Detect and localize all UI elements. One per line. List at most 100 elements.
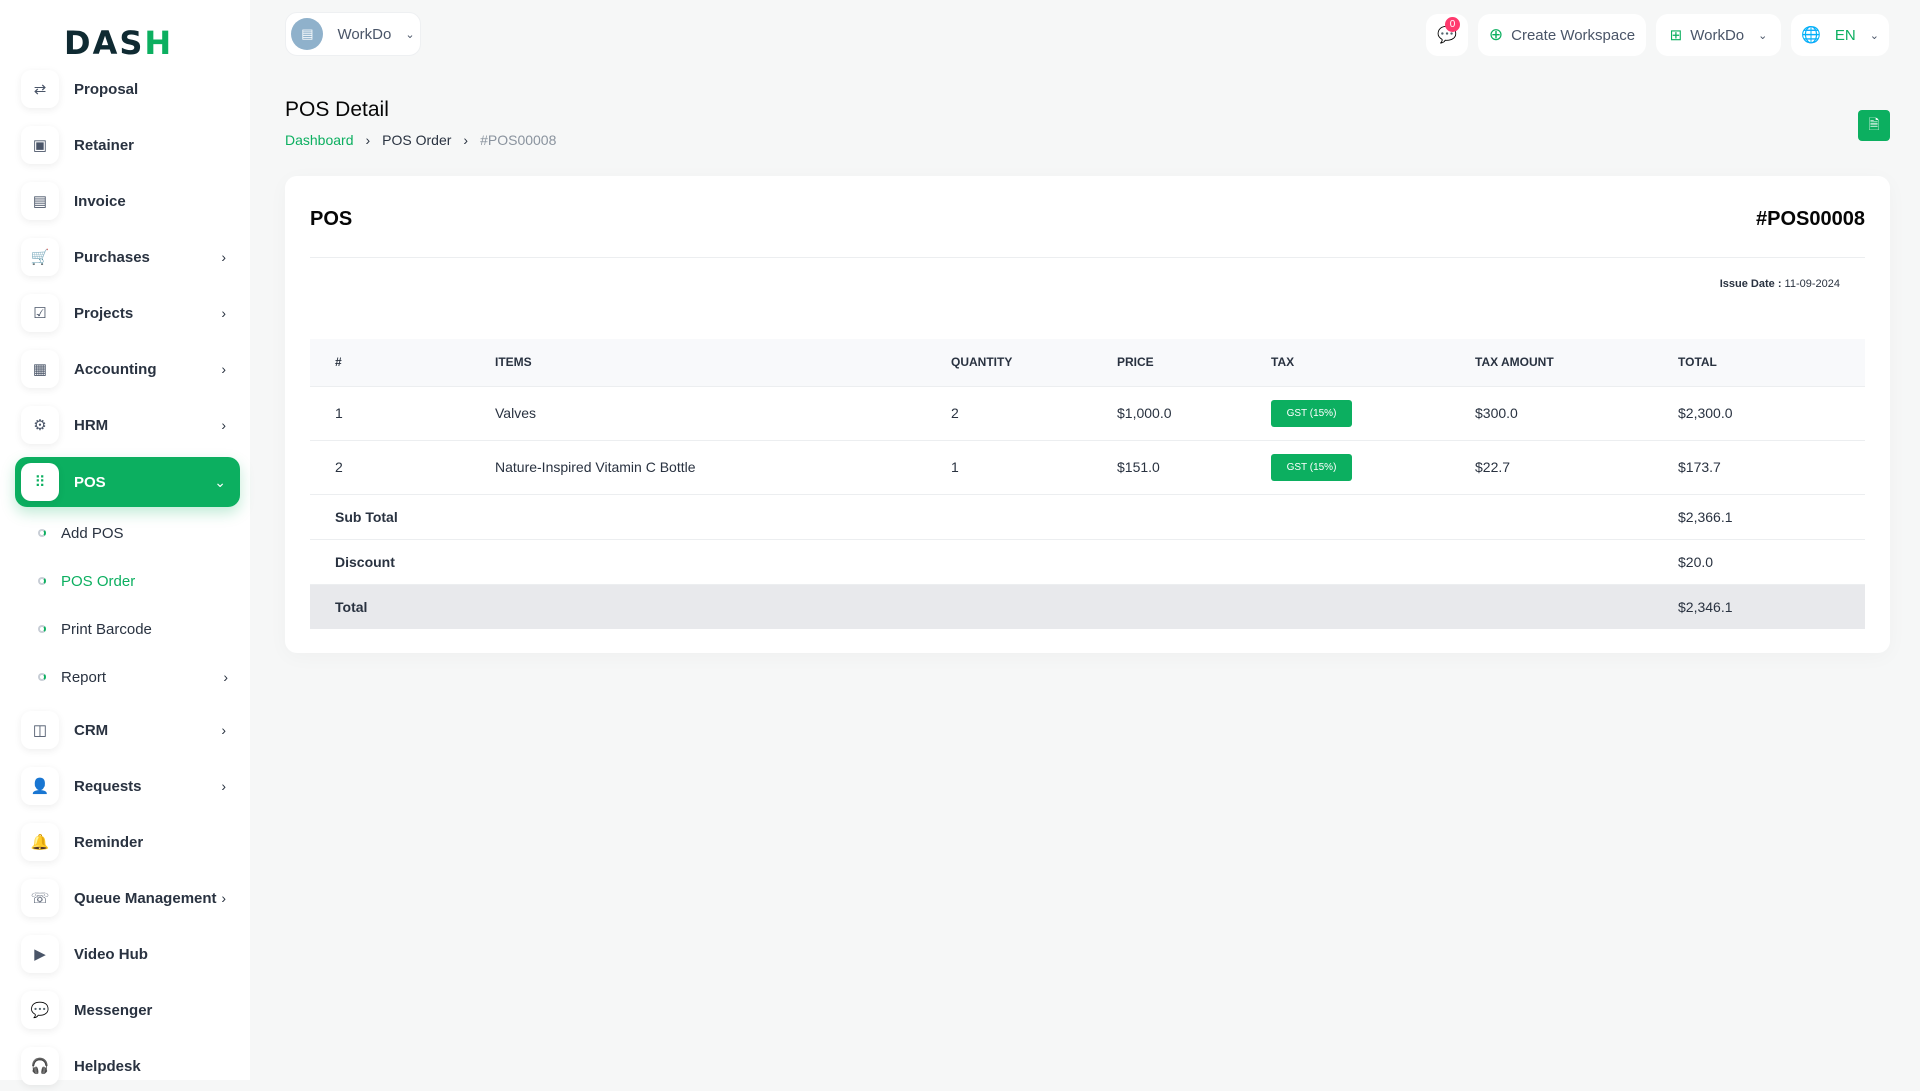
sidebar-item-label: HRM <box>74 416 109 434</box>
plus-circle-icon: ⊕ <box>1488 25 1504 44</box>
submenu-label: Print Barcode <box>61 620 152 638</box>
page-title: POS Detail <box>285 98 389 121</box>
item-name: Valves <box>495 385 951 440</box>
cart-icon: 🛒 <box>21 238 59 276</box>
sidebar-item-label: Invoice <box>74 192 126 210</box>
language-dropdown[interactable]: 🌐 EN ⌄ <box>1791 14 1889 56</box>
row-total: $173.7 <box>1678 439 1865 494</box>
bullet-icon <box>38 577 46 585</box>
sidebar-item-label: Queue Management <box>74 889 217 907</box>
chevron-down-icon: ⌄ <box>1758 29 1768 42</box>
sidebar-item-purchases[interactable]: 🛒 Purchases › <box>15 232 240 282</box>
sidebar-item-video-hub[interactable]: ▶ Video Hub <box>15 929 240 979</box>
workspace-name: WorkDo <box>337 25 392 43</box>
chevron-right-icon: › <box>221 417 226 433</box>
sidebar-item-requests[interactable]: 👤 Requests › <box>15 761 240 811</box>
file-download-icon: 🗎 <box>1868 115 1880 132</box>
column-header: TOTAL <box>1678 339 1865 386</box>
chevron-down-icon: ⌄ <box>214 473 226 490</box>
divider <box>310 257 1865 258</box>
table-header: # ITEMS QUANTITY PRICE TAX TAX AMOUNT TOTAL <box>310 339 1865 386</box>
price: $151.0 <box>1117 439 1271 494</box>
chat-icon: 💬 <box>21 991 59 1029</box>
sidebar-item-messenger[interactable]: 💬 Messenger <box>15 985 240 1035</box>
chevron-right-icon: › <box>365 132 371 148</box>
tax-cell: GST (15%) <box>1271 385 1475 440</box>
row-number: 2 <box>310 439 495 494</box>
dash-logo[interactable]: DASH <box>64 24 174 62</box>
chevron-right-icon: › <box>221 778 226 794</box>
column-header: TAX AMOUNT <box>1475 339 1678 386</box>
tax-badge: GST (15%) <box>1271 453 1352 481</box>
chevron-right-icon: › <box>221 249 226 265</box>
sidebar-item-label: Retainer <box>74 136 135 154</box>
issue-date-value: 11-09-2024 <box>1784 278 1840 290</box>
chevron-right-icon: › <box>223 669 228 685</box>
tax-cell: GST (15%) <box>1271 439 1475 494</box>
accounting-icon: ▦ <box>21 350 59 388</box>
sidebar-item-label: Helpdesk <box>74 1057 141 1075</box>
price: $1,000.0 <box>1117 385 1271 440</box>
sidebar-item-crm[interactable]: ◫ CRM › <box>15 705 240 755</box>
total-value: $2,346.1 <box>1678 583 1865 629</box>
sidebar-item-pos[interactable]: ⠿ POS ⌄ <box>15 457 240 507</box>
chevron-right-icon: › <box>463 132 469 148</box>
sidebar-item-accounting[interactable]: ▦ Accounting › <box>15 344 240 394</box>
column-header: TAX <box>1271 339 1475 386</box>
user-plus-icon: 👤 <box>21 767 59 805</box>
submenu-item-pos-order[interactable]: POS Order <box>38 566 228 596</box>
breadcrumb-current: #POS00008 <box>480 132 557 148</box>
sidebar-item-reminder[interactable]: 🔔 Reminder <box>15 817 240 867</box>
workspace-switcher[interactable]: ⊞ WorkDo ⌄ <box>1656 14 1781 56</box>
headset-icon: 🎧 <box>21 1047 59 1085</box>
tax-amount: $22.7 <box>1475 439 1678 494</box>
workspace-dropdown[interactable]: ▤ WorkDo ⌄ <box>285 12 421 56</box>
tax-badge: GST (15%) <box>1271 399 1352 427</box>
download-button[interactable]: 🗎 <box>1858 110 1890 141</box>
submenu-item-report[interactable]: Report › <box>38 662 228 692</box>
sidebar-item-label: Requests <box>74 777 142 795</box>
breadcrumb-pos-order[interactable]: POS Order <box>382 132 452 148</box>
sidebar-item-label: Messenger <box>74 1001 153 1019</box>
items-table: # ITEMS QUANTITY PRICE TAX TAX AMOUNT TOTAL 1 … <box>310 339 1865 629</box>
table-row: 1 Valves 2 $1,000.0 GST (15%) $300.0 $2,… <box>310 385 1865 440</box>
sidebar-item-helpdesk[interactable]: 🎧 Helpdesk <box>15 1041 240 1091</box>
breadcrumb-dashboard[interactable]: Dashboard <box>285 132 354 148</box>
pos-detail-card: POS #POS00008 Issue Date : 11-09-2024 # I… <box>285 176 1890 653</box>
sidebar-item-projects[interactable]: ☑ Projects › <box>15 288 240 338</box>
workspace-avatar: ▤ <box>291 18 324 50</box>
sidebar-item-proposal[interactable]: ⇄ Proposal <box>15 64 240 114</box>
crm-icon: ◫ <box>21 711 59 749</box>
row-number: 1 <box>310 385 495 440</box>
card-title: POS <box>310 208 353 230</box>
phone-icon: ☏ <box>21 879 59 917</box>
discount-row: Discount $20.0 <box>310 538 1865 584</box>
sidebar-item-label: Accounting <box>74 360 157 378</box>
sidebar-item-invoice[interactable]: ▤ Invoice <box>15 176 240 226</box>
column-header: PRICE <box>1117 339 1271 386</box>
chevron-down-icon: ⌄ <box>1869 29 1879 42</box>
submenu-item-print-barcode[interactable]: Print Barcode <box>38 614 228 644</box>
sidebar-item-hrm[interactable]: ⚙ HRM › <box>15 400 240 450</box>
chevron-right-icon: › <box>221 890 226 906</box>
sidebar-item-label: Proposal <box>74 80 139 98</box>
hrm-icon: ⚙ <box>21 406 59 444</box>
workspace-switcher-label: WorkDo <box>1690 26 1745 44</box>
sidebar-item-label: POS <box>74 473 106 491</box>
sidebar-item-queue-management[interactable]: ☏ Queue Management › <box>15 873 240 923</box>
bullet-icon <box>38 529 46 537</box>
create-workspace-button[interactable]: ⊕ Create Workspace <box>1478 14 1646 56</box>
quantity: 1 <box>951 439 1117 494</box>
submenu-label: Report <box>61 668 107 686</box>
sidebar-item-label: CRM <box>74 721 109 739</box>
sidebar-item-retainer[interactable]: ▣ Retainer <box>15 120 240 170</box>
notification-count: 0 <box>1445 17 1460 32</box>
grid-icon: ⠿ <box>21 463 59 501</box>
sidebar-item-label: Purchases <box>74 248 150 266</box>
subtotal-row: Sub Total $2,366.1 <box>310 493 1865 539</box>
chevron-down-icon: ⌄ <box>405 28 415 41</box>
submenu-item-add-pos[interactable]: Add POS <box>38 518 228 548</box>
messages-button[interactable]: 💬 0 <box>1426 14 1468 56</box>
issue-date: Issue Date : 11-09-2024 <box>1720 278 1840 290</box>
discount-value: $20.0 <box>1678 538 1865 584</box>
